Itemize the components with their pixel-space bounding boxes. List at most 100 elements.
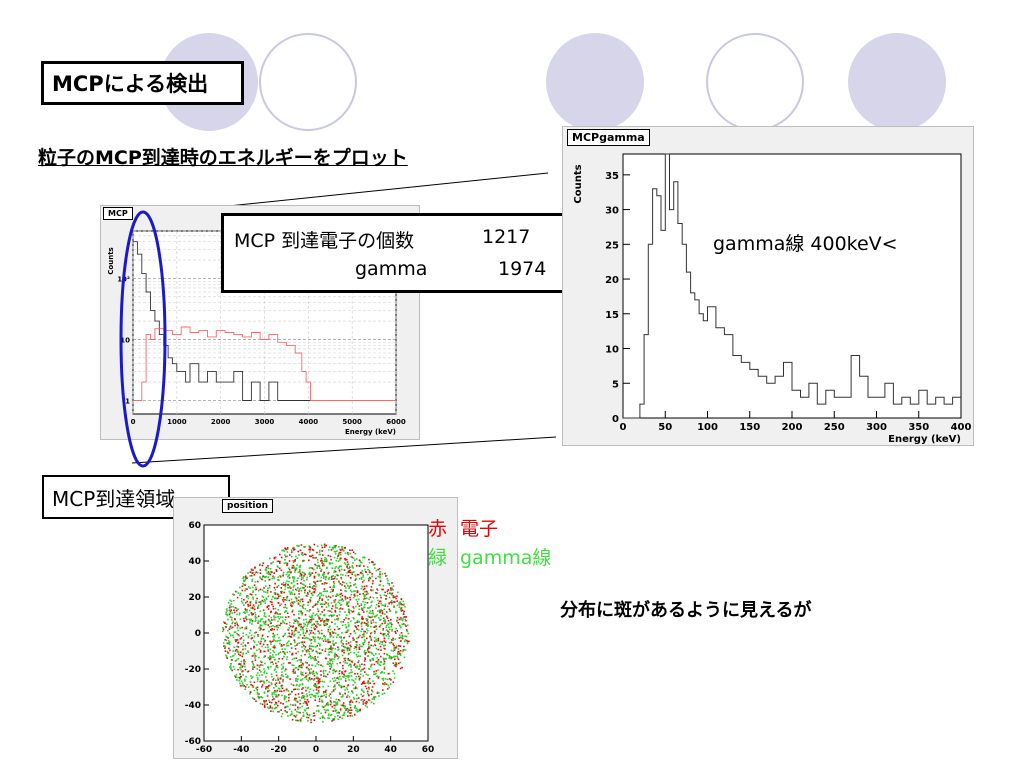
position-point-red (298, 624, 300, 627)
position-point-green (240, 660, 243, 663)
position-point-green (256, 691, 259, 694)
position-point-red (271, 601, 273, 603)
position-point-green (385, 574, 388, 577)
position-point-red (313, 674, 316, 677)
position-point-red (252, 569, 254, 571)
position-point-red (263, 700, 265, 702)
position-point-green (303, 637, 306, 640)
position-point-green (356, 637, 358, 640)
position-point-green (361, 561, 363, 564)
position-point-red (321, 583, 324, 585)
position-point-green (283, 696, 286, 699)
position-point-red (341, 649, 344, 652)
position-point-green (287, 675, 289, 677)
position-point-red (354, 713, 356, 716)
position-point-red (397, 662, 400, 665)
position-point-green (254, 612, 256, 614)
position-point-red (379, 580, 382, 583)
position-point-green (314, 614, 316, 616)
position-point-red (237, 624, 239, 627)
position-point-green (354, 583, 357, 585)
position-point-green (344, 590, 346, 592)
position-point-green (332, 546, 335, 549)
position-point-red (382, 617, 385, 619)
position-point-red (381, 610, 383, 612)
position-point-red (323, 619, 326, 622)
position-point-green (358, 660, 360, 662)
position-point-red (351, 701, 354, 703)
position-point-green (300, 641, 303, 644)
position-point-green (238, 612, 241, 614)
position-point-red (383, 668, 386, 670)
position-point-green (308, 621, 311, 624)
position-point-green (325, 622, 327, 625)
position-point-green (270, 616, 273, 619)
position-point-green (318, 593, 320, 596)
position-point-green (387, 684, 390, 687)
position-point-green (255, 619, 257, 621)
position-point-green (281, 671, 283, 673)
position-point-green (373, 696, 376, 698)
position-point-red (346, 647, 349, 650)
position-point-green (316, 662, 318, 665)
position-point-green (268, 699, 270, 702)
position-point-green (366, 592, 369, 594)
position-point-green (391, 656, 394, 659)
position-point-green (242, 684, 244, 686)
position-point-red (289, 554, 291, 556)
position-point-red (368, 647, 370, 649)
position-point-green (243, 604, 245, 606)
position-point-green (256, 672, 259, 674)
position-point-green (318, 564, 320, 567)
position-point-green (303, 695, 306, 698)
position-point-red (405, 616, 407, 618)
position-point-red (292, 684, 295, 686)
position-point-green (334, 567, 336, 570)
position-point-red (304, 585, 307, 587)
position-point-green (270, 643, 272, 645)
position-point-red (351, 690, 353, 692)
position-point-green (305, 661, 307, 664)
position-point-green (260, 637, 263, 640)
position-point-red (304, 653, 306, 656)
position-point-green (300, 612, 303, 614)
position-point-red (339, 693, 341, 695)
position-point-red (287, 583, 289, 586)
position-point-red (360, 622, 363, 625)
position-point-green (367, 568, 369, 571)
position-point-red (306, 629, 308, 632)
position-point-green (269, 684, 271, 687)
position-point-green (344, 689, 346, 691)
position-point-red (283, 689, 285, 692)
position-point-green (335, 709, 338, 712)
position-point-green (283, 698, 286, 701)
position-point-red (332, 578, 335, 580)
position-point-red (269, 701, 271, 703)
position-point-red (358, 565, 361, 567)
position-point-green (306, 578, 308, 581)
position-point-red (319, 597, 321, 600)
position-point-green (337, 594, 340, 597)
position-point-green (270, 673, 273, 675)
position-point-green (293, 601, 295, 603)
position-point-green (301, 571, 304, 574)
position-point-red (297, 599, 300, 602)
position-point-red (264, 655, 266, 657)
position-point-red (247, 605, 250, 607)
position-point-red (373, 626, 376, 628)
position-point-green (334, 575, 336, 578)
position-point-green (292, 602, 295, 604)
position-point-red (329, 647, 331, 650)
position-point-red (274, 612, 276, 615)
position-point-green (257, 635, 259, 637)
position-point-red (389, 587, 392, 589)
position-point-green (289, 693, 292, 695)
position-point-red (387, 633, 389, 635)
position-point-green (395, 611, 397, 614)
position-point-green (259, 660, 262, 663)
position-point-green (296, 710, 298, 713)
position-point-green (279, 642, 281, 645)
position-point-green (309, 572, 311, 574)
position-point-red (281, 657, 284, 660)
position-point-green (353, 652, 355, 654)
